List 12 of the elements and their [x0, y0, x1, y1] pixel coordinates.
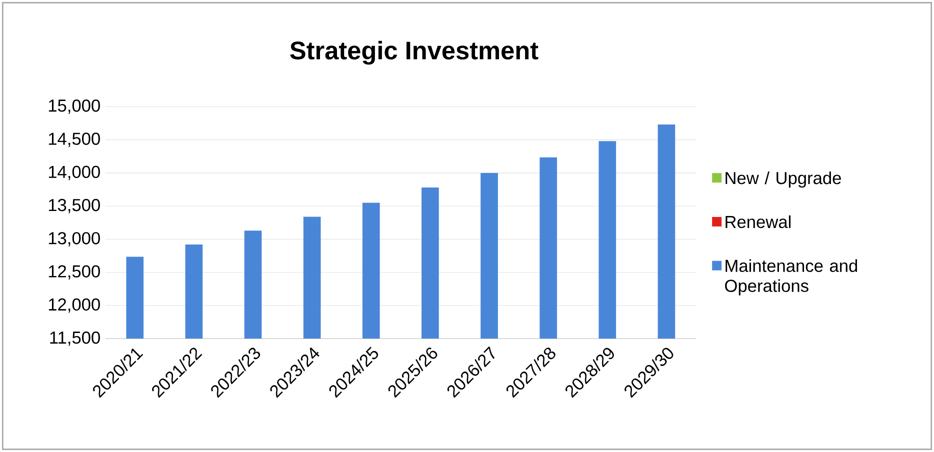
y-tick-label: 14,500 [48, 132, 100, 147]
chart-title: Strategic Investment [290, 40, 538, 65]
y-tick-label: 13,000 [48, 232, 100, 246]
y-tick-label: 15,000 [48, 99, 100, 114]
y-tick-label: 14,000 [48, 166, 100, 180]
y-tick-label: 13,500 [48, 198, 100, 214]
legend-label: Renewal [726, 215, 791, 228]
legend-label: Maintenance and Operations [725, 259, 858, 296]
legend-label: New / Upgrade [726, 171, 841, 188]
y-tick-label: 12,500 [48, 265, 100, 280]
y-tick-label: 12,000 [48, 298, 100, 313]
y-tick-label: 11,500 [50, 331, 100, 346]
